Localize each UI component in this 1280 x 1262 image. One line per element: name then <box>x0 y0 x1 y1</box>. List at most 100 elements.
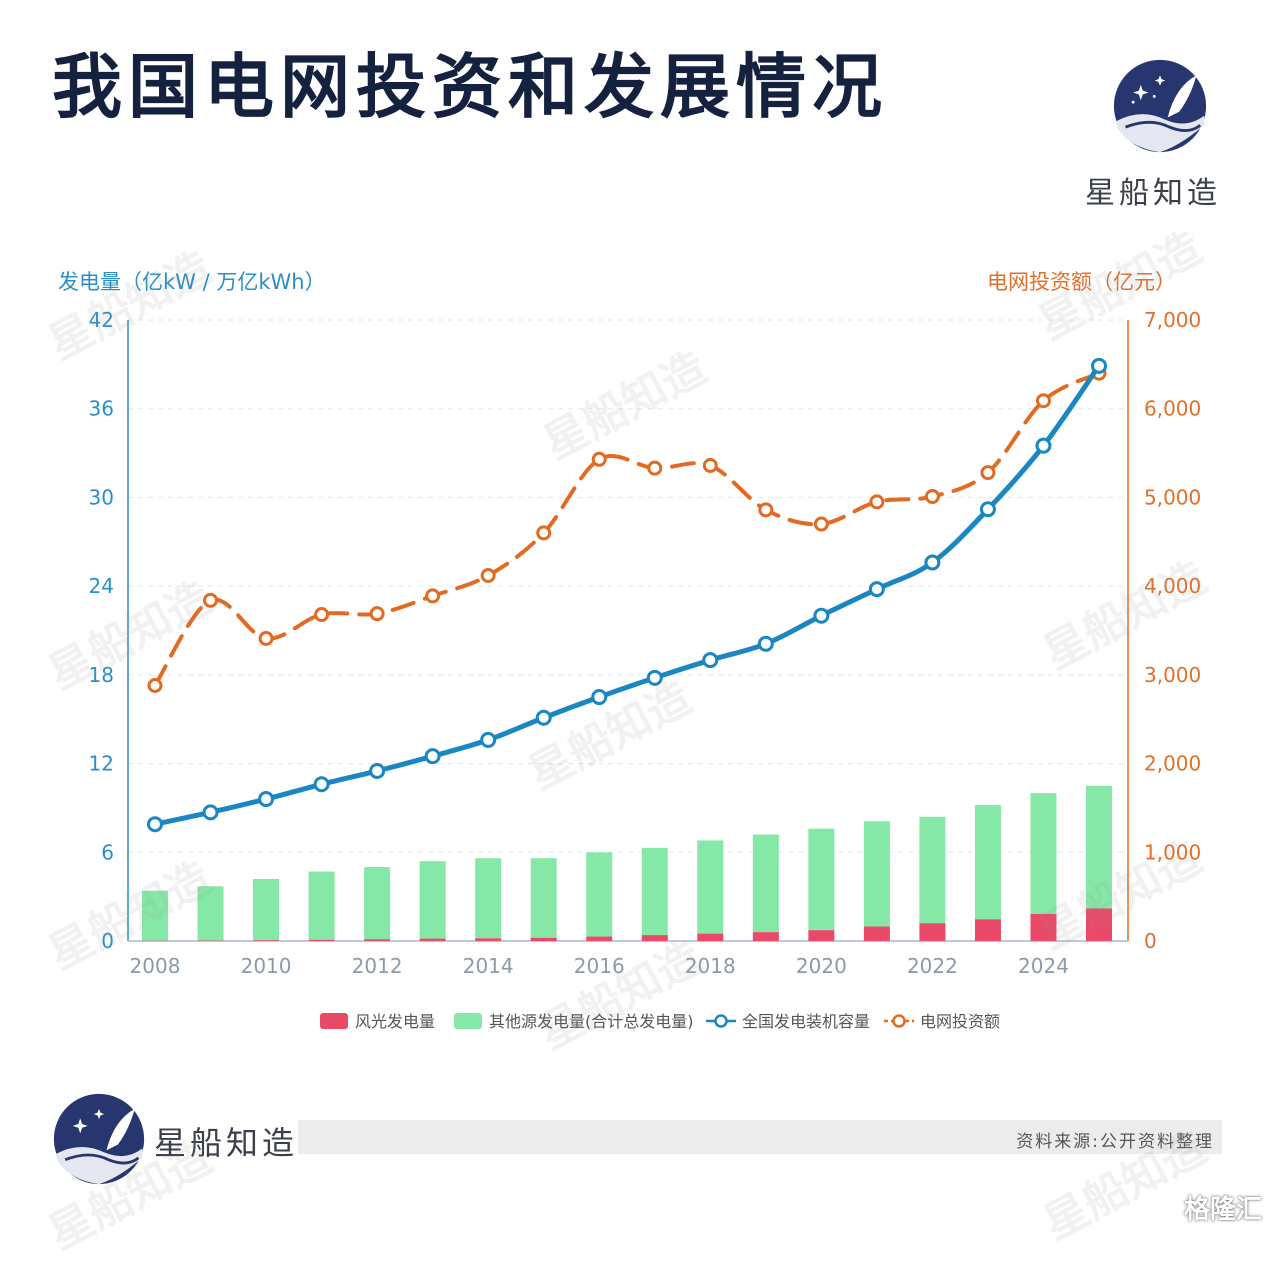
left-axis-title: 发电量（亿kW / 万亿kWh） <box>58 270 326 294</box>
left-tick-label: 18 <box>89 663 114 687</box>
bar-other <box>586 852 612 936</box>
platform-logo-icon <box>1148 1192 1178 1222</box>
bar-wind-solar <box>420 939 446 941</box>
capacity-point <box>759 637 772 650</box>
bar-other <box>808 829 834 931</box>
capacity-point <box>537 711 550 724</box>
investment-point <box>149 680 161 692</box>
bar-wind-solar <box>864 927 890 941</box>
legend-label-investment: 电网投资额 <box>920 1012 1000 1031</box>
bar-other <box>697 840 723 933</box>
investment-point <box>371 608 383 620</box>
left-tick-label: 42 <box>89 308 114 332</box>
right-tick-label: 5,000 <box>1144 485 1201 509</box>
legend-marker-capacity <box>716 1016 727 1027</box>
investment-point <box>482 569 494 581</box>
capacity-point <box>260 793 273 806</box>
legend-swatch-other <box>454 1013 482 1029</box>
bar-wind-solar <box>475 938 501 941</box>
platform-watermark: 格隆汇 <box>1148 1190 1268 1224</box>
bar-other <box>531 858 557 938</box>
capacity-point <box>371 764 384 777</box>
bar-wind-solar <box>1030 914 1056 941</box>
left-tick-label: 0 <box>101 929 114 953</box>
investment-point <box>260 632 272 644</box>
bar-wind-solar <box>1086 908 1112 941</box>
capacity-point <box>1093 359 1106 372</box>
left-tick-label: 12 <box>89 752 114 776</box>
investment-point <box>1037 395 1049 407</box>
bar-other <box>753 835 779 933</box>
investment-point <box>760 504 772 516</box>
bar-wind-solar <box>364 939 390 941</box>
bar-wind-solar <box>975 919 1001 941</box>
left-tick-label: 36 <box>89 397 114 421</box>
right-axis-title: 电网投资额（亿元） <box>987 270 1176 294</box>
investment-point <box>593 453 605 465</box>
right-tick-label: 7,000 <box>1144 308 1201 332</box>
legend-label-wind-solar: 风光发电量 <box>355 1012 435 1031</box>
bar-other <box>1030 793 1056 914</box>
bar-wind-solar <box>586 937 612 941</box>
investment-point <box>704 459 716 471</box>
right-tick-label: 1,000 <box>1144 840 1201 864</box>
legend-label-capacity: 全国发电装机容量 <box>742 1012 870 1031</box>
x-tick-label: 2008 <box>130 954 181 978</box>
bar-other <box>420 861 446 938</box>
bar-other <box>864 821 890 926</box>
bar-other <box>142 891 168 941</box>
investment-point <box>649 462 661 474</box>
investment-point <box>982 467 994 479</box>
investment-point <box>316 609 328 621</box>
investment-point <box>427 590 439 602</box>
x-tick-label: 2014 <box>463 954 514 978</box>
capacity-point <box>149 818 162 831</box>
bar-other <box>364 867 390 939</box>
bar-wind-solar <box>309 940 335 941</box>
bar-wind-solar <box>808 930 834 941</box>
bar-other <box>919 817 945 923</box>
bar-wind-solar <box>531 938 557 941</box>
capacity-point <box>870 583 883 596</box>
capacity-point <box>482 733 495 746</box>
bar-wind-solar <box>697 934 723 941</box>
bar-other <box>1086 786 1112 909</box>
capacity-point <box>926 556 939 569</box>
capacity-point <box>204 806 217 819</box>
source-note: 资料来源:公开资料整理 <box>1016 1127 1214 1152</box>
capacity-point <box>648 671 661 684</box>
chart: 0612182430364201,0002,0003,0004,0005,000… <box>0 0 1280 1060</box>
legend-swatch-wind-solar <box>320 1013 348 1029</box>
bar-other <box>253 879 279 940</box>
capacity-point <box>815 609 828 622</box>
bar-wind-solar <box>642 935 668 941</box>
capacity-point <box>1037 439 1050 452</box>
left-tick-label: 24 <box>89 574 114 598</box>
left-tick-label: 30 <box>89 485 114 509</box>
investment-point <box>926 491 938 503</box>
bar-other <box>475 858 501 938</box>
x-tick-label: 2010 <box>241 954 292 978</box>
x-tick-label: 2016 <box>574 954 625 978</box>
right-tick-label: 6,000 <box>1144 397 1201 421</box>
capacity-point <box>315 778 328 791</box>
right-tick-label: 4,000 <box>1144 574 1201 598</box>
investment-line <box>155 373 1099 685</box>
bar-wind-solar <box>253 940 279 941</box>
left-tick-label: 6 <box>101 840 114 864</box>
footer-logo-icon <box>52 1092 146 1186</box>
capacity-point <box>426 750 439 763</box>
x-tick-label: 2018 <box>685 954 736 978</box>
capacity-point <box>704 654 717 667</box>
capacity-point <box>981 503 994 516</box>
investment-point <box>538 527 550 539</box>
right-tick-label: 0 <box>1144 929 1157 953</box>
bar-wind-solar <box>753 932 779 941</box>
x-tick-label: 2012 <box>352 954 403 978</box>
investment-point <box>205 594 217 606</box>
investment-point <box>815 518 827 530</box>
capacity-point <box>593 691 606 704</box>
bar-other <box>975 805 1001 919</box>
footer-brand-name: 星船知造 <box>154 1118 298 1164</box>
legend-marker-investment <box>894 1016 905 1027</box>
